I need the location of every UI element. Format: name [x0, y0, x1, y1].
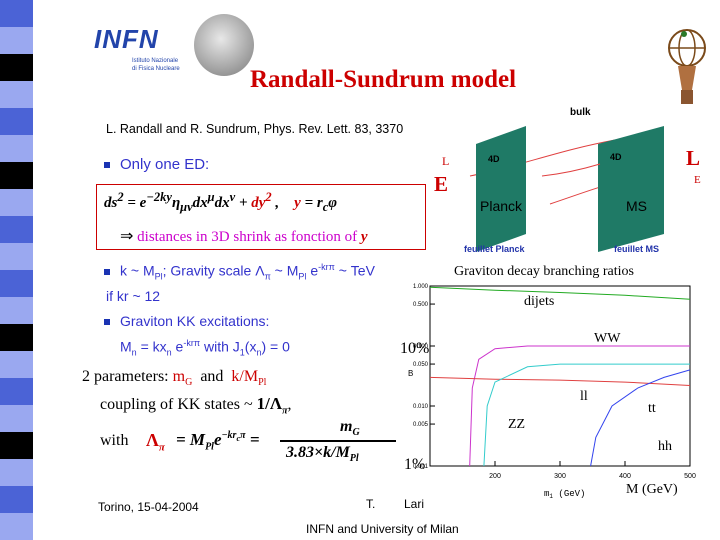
- brane-left-tag: 4D: [488, 154, 500, 164]
- left-L-label: L: [442, 154, 450, 168]
- stripe-block: [0, 324, 33, 351]
- series-line-dijets: [429, 286, 691, 300]
- metric-equation: ds2 = e−2kyημνdxμdxν + dy2 , y = rcφ: [104, 190, 338, 214]
- metric-equation-box: [96, 184, 426, 250]
- y-tick-label: 0.001: [413, 464, 429, 470]
- stripe-block: [0, 81, 33, 108]
- y-tick-label: 0.050: [413, 362, 429, 368]
- y-tick-label: 0.010: [413, 404, 429, 410]
- right-L-label: L: [686, 146, 701, 170]
- footer-author-initial: T.: [366, 497, 376, 511]
- x-tick-label: 400: [619, 473, 631, 480]
- two-parameters-line: 2 parameters: mG and k/MPl: [82, 368, 267, 389]
- kk-mass-formula: Mn = kxn e-krπ with J1(xn) = 0: [120, 338, 290, 358]
- annot-10pct: 10%: [400, 340, 430, 357]
- lambda-formula: with Λπ = MPle−krcπ = mG 3.83×k/MPl: [100, 418, 410, 470]
- stripe-block: [0, 486, 33, 513]
- stripe-block: [0, 243, 33, 270]
- stripe-block: [0, 54, 33, 81]
- brane-right-tag: 4D: [610, 152, 622, 162]
- footer-affiliation: INFN and University of Milan: [306, 522, 459, 536]
- series-label-tt: tt: [648, 401, 656, 416]
- bullet-marker: [104, 319, 110, 326]
- decorative-stripe: [0, 0, 33, 540]
- bullet-marker: [104, 162, 110, 169]
- bullet-graviton-kk: Graviton KK excitations:: [104, 313, 269, 329]
- stripe-block: [0, 513, 33, 540]
- stripe-block: [0, 216, 33, 243]
- bullet-marker: [104, 268, 110, 275]
- series-label-hh: hh: [658, 439, 672, 454]
- series-line-ww: [469, 345, 690, 467]
- logo-medal: [194, 14, 254, 76]
- y-tick-label: 0.005: [413, 422, 429, 428]
- stripe-block: [0, 351, 33, 378]
- footer-date-location: Torino, 15-04-2004: [98, 500, 199, 514]
- logo-subtitle-1: Istituto Nazionale: [132, 58, 179, 64]
- page-title: Randall-Sundrum model: [250, 66, 517, 93]
- logo-letters: INFN: [94, 24, 159, 54]
- x-tick-label: 500: [684, 473, 696, 480]
- coupling-line: coupling of KK states ~ 1/Λπ,: [100, 394, 292, 417]
- stripe-block: [0, 135, 33, 162]
- annot-1pct: 1%: [404, 456, 426, 473]
- x-tick-label: 300: [554, 473, 566, 480]
- x-tick-label: 200: [489, 473, 501, 480]
- stripe-block: [0, 405, 33, 432]
- stripe-block: [0, 27, 33, 54]
- stripe-block: [0, 108, 33, 135]
- branching-ratio-chart: 200 300 400 500 1.000 0.500 0.100 0.050 0.010 0.0…: [408, 284, 696, 500]
- series-label-ww: WW: [594, 331, 621, 346]
- series-label-dijets: dijets: [524, 294, 554, 309]
- bulk-label: bulk: [570, 107, 591, 118]
- stripe-block: [0, 297, 33, 324]
- y-axis-label: B: [408, 369, 413, 378]
- series-label-zz: ZZ: [508, 417, 525, 432]
- lambda-pi-symbol: Λπ: [146, 430, 165, 454]
- if-kr-note: if kr ~ 12: [106, 288, 161, 304]
- annot-mass: M (GeV): [626, 482, 678, 497]
- reference-citation: L. Randall and R. Sundrum, Phys. Rev. Le…: [106, 122, 404, 136]
- planck-brane: [476, 126, 526, 252]
- feuillet-planck-label: feuillet Planck: [464, 244, 525, 254]
- extra-dimension-diagram: [469, 126, 664, 252]
- stripe-block: [0, 378, 33, 405]
- fraction-denominator: 3.83×k/MPl: [286, 444, 359, 465]
- series-label-ll: ll: [580, 389, 588, 404]
- stripe-block: [0, 432, 33, 459]
- series-line-tt: [590, 369, 691, 467]
- x-axis-label: m1 (GeV): [544, 489, 585, 500]
- y-tick-label: 0.500: [413, 302, 429, 308]
- series-line-zz: [483, 363, 690, 467]
- fraction-numerator: mG: [340, 418, 360, 439]
- distances-note: ⇒ distances in 3D shrink as fonction of …: [120, 228, 368, 245]
- infn-logo: INFN Istituto Nazionale di Fisica Nuclea…: [86, 14, 266, 76]
- ms-label: MS: [626, 198, 647, 214]
- footer-author-name: Lari: [404, 497, 425, 511]
- y-tick-label: 0.100: [413, 344, 429, 350]
- stripe-block: [0, 459, 33, 486]
- series-line-ll: [429, 376, 691, 386]
- stripe-block: [0, 0, 33, 27]
- ms-brane: [598, 126, 664, 252]
- plot-frame: [429, 285, 691, 467]
- stripe-block: [0, 189, 33, 216]
- bullet-only-one-ed: Only one ED:: [104, 156, 209, 173]
- bullet-gravity-scale: k ~ MPl; Gravity scale Λπ ~ MPl e-krπ ~ …: [104, 262, 375, 281]
- fraction-bar: [280, 440, 396, 442]
- left-E-label: E: [434, 172, 449, 196]
- y-tick-label: 1.000: [413, 284, 429, 290]
- logo-subtitle-2: di Fisica Nucleare: [132, 66, 180, 72]
- stripe-block: [0, 270, 33, 297]
- chart-title: Graviton decay branching ratios: [454, 264, 634, 279]
- right-E-label: E: [694, 174, 701, 186]
- implies-arrow: ⇒: [120, 228, 134, 245]
- lambda-definition: = MPle−krcπ =: [176, 430, 260, 453]
- stripe-block: [0, 162, 33, 189]
- atlas-figure-icon: [668, 29, 706, 104]
- planck-label: Planck: [480, 198, 523, 214]
- feuillet-ms-label: feuillet MS: [614, 244, 660, 254]
